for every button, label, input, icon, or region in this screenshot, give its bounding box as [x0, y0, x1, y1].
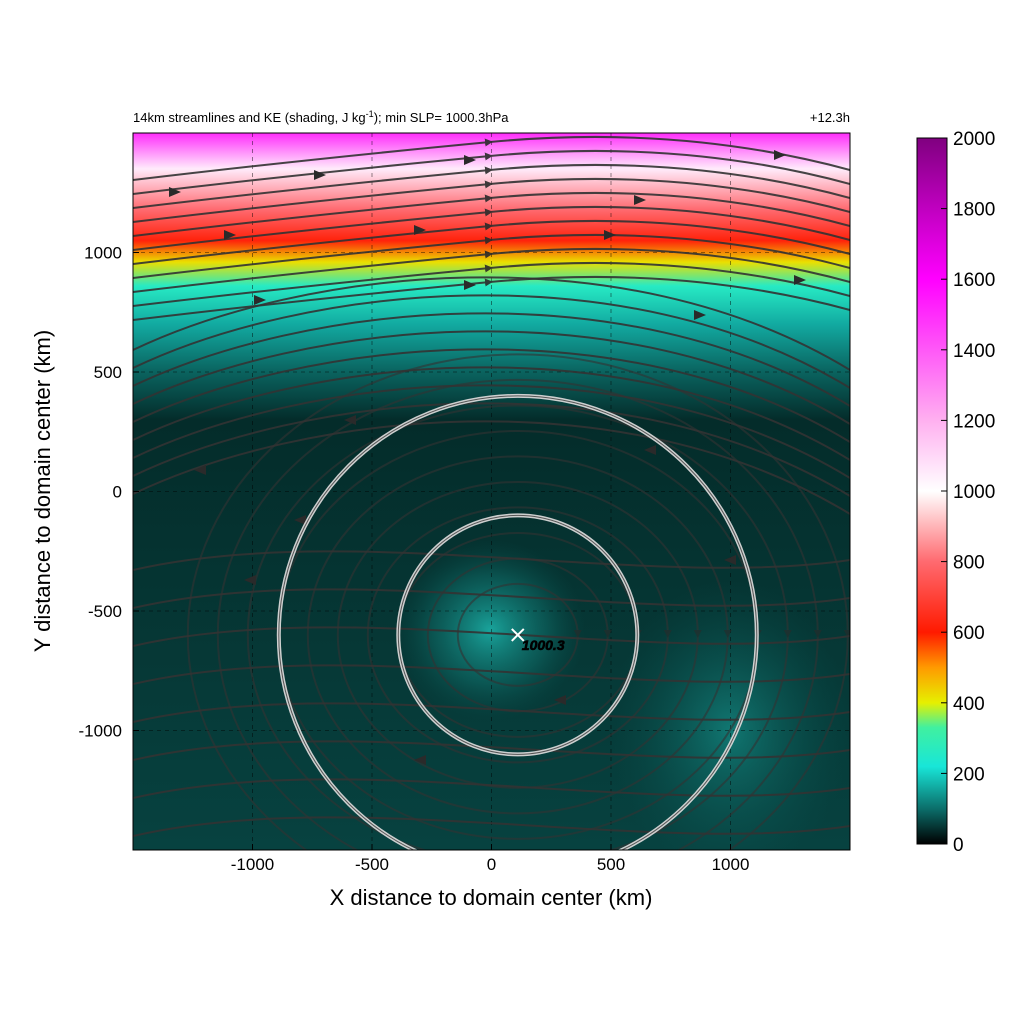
streamline-arrow: [169, 187, 181, 197]
streamline-arrow: [464, 280, 476, 290]
streamline-arrow: [464, 155, 476, 165]
colorbar-tick-label: 0: [953, 835, 964, 856]
southeast-shading: [610, 580, 850, 850]
plot-title-main: 14km streamlines and KE (shading, J kg: [133, 110, 366, 125]
y-axis-ticks: -1000 -500 0 500 1000: [79, 244, 139, 741]
plot-area: [133, 133, 850, 850]
streamline: [133, 149, 850, 195]
colorbar-tick-label: 2000: [953, 129, 995, 150]
y-tick-label: 500: [94, 363, 122, 382]
streamline-arrow: [244, 575, 256, 585]
streamline: [133, 233, 850, 279]
streamline-arrow: [254, 295, 266, 305]
x-tick-label: 1000: [712, 855, 750, 874]
streamline-arrow: [554, 695, 566, 705]
y-axis-label: Y distance to domain center (km): [30, 330, 55, 652]
plot-title: 14km streamlines and KE (shading, J kg-1…: [133, 109, 509, 125]
streamline: [306, 455, 732, 815]
streamline: [133, 588, 850, 609]
x-tick-label: 0: [487, 855, 496, 874]
streamline: [133, 312, 850, 407]
streamline-arrow: [294, 515, 306, 525]
x-axis-ticks: -1000 -500 0 500 1000: [231, 844, 750, 874]
streamline: [133, 550, 850, 571]
streamline-arrow: [224, 230, 236, 240]
streamline: [133, 664, 850, 685]
streamline-arrow: [414, 755, 426, 765]
colorbar-tick-label: 800: [953, 553, 985, 574]
streamline-arrow: [794, 275, 806, 285]
storm-core-shading: [395, 540, 585, 720]
streamline: [133, 177, 850, 223]
streamline-arrow: [194, 465, 206, 475]
streamline: [133, 276, 850, 371]
streamline: [336, 480, 702, 789]
x-tick-label: -500: [355, 855, 389, 874]
streamline: [133, 275, 850, 321]
streamline: [426, 557, 612, 713]
streamline: [186, 353, 850, 850]
streamline: [133, 261, 850, 307]
streamline-arrow: [604, 230, 616, 240]
streamlines: [133, 135, 850, 850]
streamline: [133, 205, 850, 251]
streamline-arrow: [774, 150, 786, 160]
streamline: [133, 294, 850, 389]
streamline-arrow: [694, 310, 706, 320]
colorbar-ticks: 0 200 400 600 800 1000 1200 1400 1600 1800 2000: [941, 129, 995, 856]
streamline: [133, 191, 850, 237]
colorbar-tick-label: 1600: [953, 270, 995, 291]
streamline: [133, 816, 850, 837]
streamline: [456, 582, 582, 687]
plot-title-superscript: -1: [366, 109, 374, 119]
streamline: [133, 626, 850, 647]
streamline: [216, 378, 822, 850]
storm-center-marker: [511, 628, 525, 642]
forecast-time-label: +12.3h: [810, 110, 850, 125]
colorbar-tick-label: 400: [953, 694, 985, 715]
distance-rings: [276, 393, 759, 850]
streamline-arrow: [414, 225, 426, 235]
streamline: [133, 247, 850, 293]
x-tick-label: 500: [597, 855, 625, 874]
y-tick-label: -1000: [79, 722, 122, 741]
streamline: [133, 330, 850, 425]
colorbar-tick-label: 1200: [953, 411, 995, 432]
y-tick-label: -500: [88, 602, 122, 621]
streamline: [133, 702, 850, 723]
center-cross: [511, 628, 525, 642]
colorbar-tick-label: 600: [953, 623, 985, 644]
streamline: [133, 740, 850, 761]
streamline: [133, 366, 850, 461]
min-slp-label: 1000.3: [522, 637, 565, 653]
colorbar-tick-label: 1800: [953, 200, 995, 221]
colorbar-tick-label: 1000: [953, 482, 995, 503]
y-tick-label: 1000: [84, 244, 122, 263]
streamline: [133, 163, 850, 209]
streamline: [133, 778, 850, 799]
streamline-arrow: [724, 555, 736, 565]
streamline: [133, 384, 850, 479]
x-axis-label: X distance to domain center (km): [330, 885, 653, 910]
streamline-arrow: [344, 415, 356, 425]
colorbar-tick-label: 1400: [953, 341, 995, 362]
streamline: [133, 219, 850, 265]
streamline-arrow: [314, 170, 326, 180]
plot-title-tail: ); min SLP= 1000.3hPa: [374, 110, 510, 125]
streamline-arrow: [644, 445, 656, 455]
streamline: [133, 402, 850, 497]
x-tick-label: -1000: [231, 855, 274, 874]
streamline: [133, 135, 850, 181]
streamline: [133, 348, 850, 443]
y-tick-label: 0: [113, 483, 122, 502]
streamline: [133, 420, 850, 515]
distance-ring-core: [278, 395, 758, 850]
distance-ring-core: [397, 514, 638, 755]
colorbar-tick-label: 200: [953, 764, 985, 785]
streamline-arrow: [634, 195, 646, 205]
